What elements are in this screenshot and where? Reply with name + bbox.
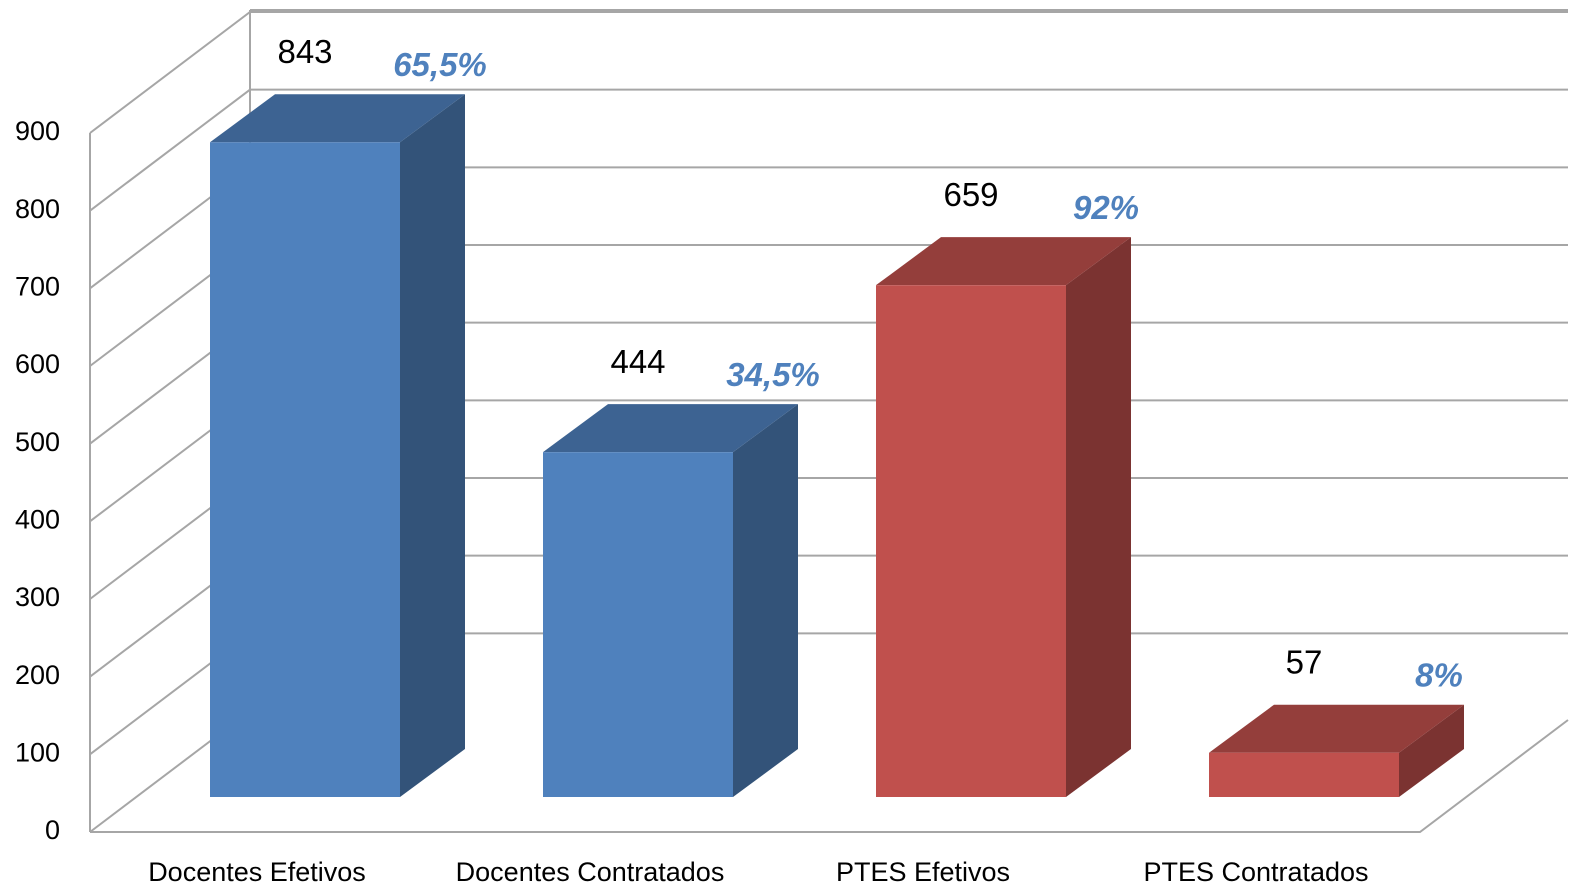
- y-tick-label: 0: [45, 815, 60, 845]
- grid-line: [89, 11, 1568, 134]
- bar-top: [876, 237, 1131, 286]
- y-tick-label: 600: [15, 349, 60, 379]
- y-tick-label: 300: [15, 582, 60, 612]
- bar: [876, 285, 1066, 797]
- bar-side: [400, 94, 465, 797]
- y-tick-label: 500: [15, 427, 60, 457]
- percent-label: 65,5%: [393, 46, 487, 83]
- bar-side: [1399, 704, 1464, 797]
- y-tick-label: 900: [15, 116, 60, 146]
- bar-side: [1066, 237, 1131, 798]
- y-tick-label: 200: [15, 660, 60, 690]
- bar: [1209, 752, 1399, 797]
- percent-label: 34,5%: [726, 356, 820, 393]
- grid-line: [89, 88, 1568, 212]
- bar-side: [733, 404, 798, 797]
- x-tick-label: Docentes Efetivos: [148, 857, 366, 887]
- y-tick-label: 700: [15, 271, 60, 301]
- bar-top: [210, 94, 465, 143]
- y-tick-label: 800: [15, 194, 60, 224]
- bar: [543, 452, 733, 797]
- x-tick-label: Docentes Contratados: [456, 857, 725, 887]
- bar-top: [1209, 704, 1464, 753]
- value-label: 57: [1286, 643, 1323, 680]
- bar: [210, 142, 400, 797]
- y-tick-label: 400: [15, 504, 60, 534]
- percent-label: 8%: [1415, 656, 1463, 693]
- y-tick-label: 100: [15, 737, 60, 767]
- x-tick-label: PTES Contratados: [1143, 857, 1368, 887]
- value-label: 843: [277, 33, 332, 70]
- value-label: 444: [610, 343, 665, 380]
- x-tick-label: PTES Efetivos: [836, 857, 1010, 887]
- value-label: 659: [943, 176, 998, 213]
- bar-top: [543, 404, 798, 453]
- percent-label: 92%: [1073, 189, 1139, 226]
- floor-edge: [90, 719, 1569, 833]
